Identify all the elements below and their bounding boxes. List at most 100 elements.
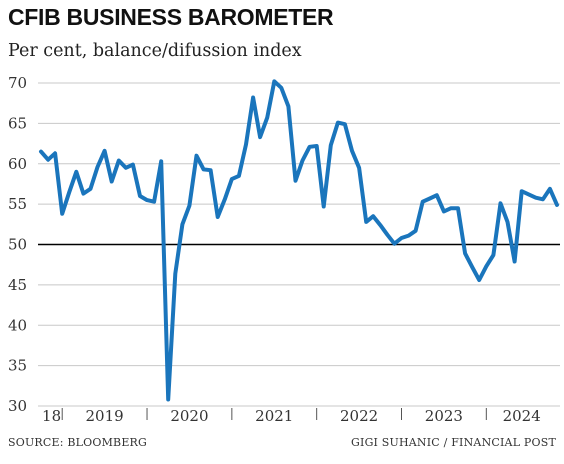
data-point <box>486 266 487 267</box>
y-tick-label: 65 <box>8 114 27 132</box>
y-tick-label: 35 <box>8 357 27 375</box>
data-point <box>465 253 466 254</box>
y-tick-label: 55 <box>8 195 27 213</box>
data-point <box>41 151 42 152</box>
data-point <box>288 106 289 107</box>
y-tick-label: 30 <box>8 397 27 415</box>
data-point <box>189 205 190 206</box>
series-line-barometer <box>39 79 559 402</box>
x-axis-ticks: 18 2019 2020 2021 2022 2023 2024 <box>42 407 541 425</box>
data-point <box>274 81 275 82</box>
data-point <box>493 254 494 255</box>
data-point <box>366 221 367 222</box>
data-point <box>260 137 261 138</box>
data-point <box>458 208 459 209</box>
data-point <box>125 167 126 168</box>
data-point <box>224 199 225 200</box>
data-point <box>514 261 515 262</box>
data-point <box>48 159 49 160</box>
data-point <box>281 87 282 88</box>
data-point <box>387 234 388 235</box>
data-point <box>408 235 409 236</box>
source-note: SOURCE: BLOOMBERG <box>8 436 148 449</box>
data-point <box>161 161 162 162</box>
data-point <box>436 195 437 196</box>
data-point <box>175 273 176 274</box>
y-axis-ticks: 30 35 40 45 50 55 60 65 70 <box>8 74 27 415</box>
data-point <box>472 267 473 268</box>
data-point <box>90 188 91 189</box>
data-point <box>450 208 451 209</box>
y-tick-label: 70 <box>8 74 27 92</box>
data-point <box>521 191 522 192</box>
data-point <box>535 197 536 198</box>
data-point <box>203 169 204 170</box>
x-tick-label: 2022 <box>340 407 378 425</box>
data-point <box>118 160 119 161</box>
data-point <box>83 193 84 194</box>
data-point <box>359 167 360 168</box>
data-point <box>373 216 374 217</box>
data-point <box>528 194 529 195</box>
chart-title: CFIB BUSINESS BAROMETER <box>8 4 334 30</box>
data-point <box>104 150 105 151</box>
x-tick-label: 2019 <box>86 407 124 425</box>
x-tick-label: 2021 <box>255 407 293 425</box>
data-point <box>337 122 338 123</box>
data-point <box>344 124 345 125</box>
data-point <box>267 117 268 118</box>
data-point <box>500 203 501 204</box>
data-point <box>394 243 395 244</box>
data-point <box>330 145 331 146</box>
data-point <box>231 179 232 180</box>
data-point <box>238 175 239 176</box>
data-point <box>549 188 550 189</box>
data-point <box>295 180 296 181</box>
data-point <box>542 199 543 200</box>
data-point <box>97 166 98 167</box>
y-tick-label: 50 <box>8 236 27 254</box>
data-point <box>55 153 56 154</box>
x-tick-label: 2023 <box>425 407 463 425</box>
data-point <box>62 213 63 214</box>
data-point <box>415 230 416 231</box>
data-point <box>557 204 558 205</box>
gridlines <box>38 82 560 407</box>
series-layer <box>39 79 559 402</box>
data-point <box>422 201 423 202</box>
data-point <box>210 170 211 171</box>
data-point <box>253 97 254 98</box>
data-point <box>69 192 70 193</box>
data-point <box>323 206 324 207</box>
x-tick-label: 2024 <box>503 407 541 425</box>
data-point <box>401 238 402 239</box>
credit-note: GIGI SUHANIC / FINANCIAL POST <box>351 436 556 449</box>
x-tick-label: 18 <box>42 407 61 425</box>
x-tick-label: 2020 <box>170 407 208 425</box>
y-tick-label: 45 <box>8 276 27 294</box>
data-point <box>139 196 140 197</box>
data-point <box>479 280 480 281</box>
data-point <box>111 181 112 182</box>
data-point <box>154 201 155 202</box>
data-point <box>168 399 169 400</box>
data-point <box>380 225 381 226</box>
data-point <box>352 150 353 151</box>
data-point <box>76 171 77 172</box>
data-point <box>217 217 218 218</box>
data-point <box>245 144 246 145</box>
chart-subtitle: Per cent, balance/difussion index <box>8 41 302 61</box>
data-point <box>302 160 303 161</box>
y-tick-label: 40 <box>8 316 27 334</box>
data-point <box>429 198 430 199</box>
data-point <box>147 200 148 201</box>
data-point <box>443 211 444 212</box>
y-tick-label: 60 <box>8 155 27 173</box>
data-point <box>196 155 197 156</box>
data-point <box>132 164 133 165</box>
data-point <box>507 221 508 222</box>
data-point <box>182 224 183 225</box>
data-point <box>316 145 317 146</box>
data-point <box>309 146 310 147</box>
